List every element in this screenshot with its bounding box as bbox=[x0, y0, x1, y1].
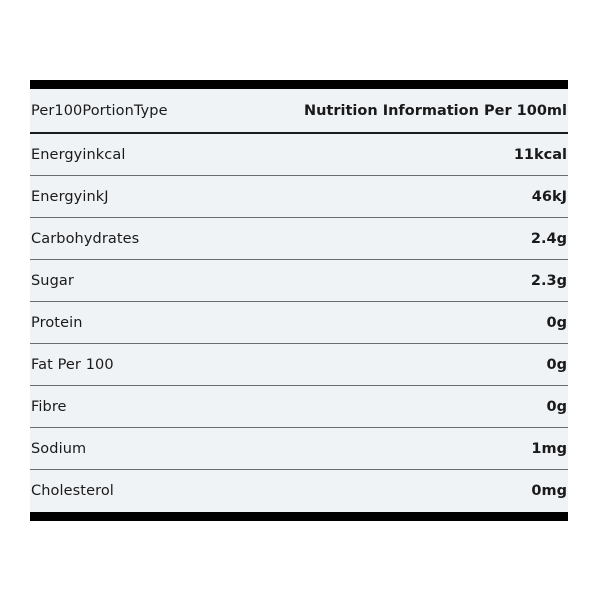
nutrient-value: 2.4g bbox=[530, 230, 567, 247]
nutrient-label: Sugar bbox=[31, 272, 74, 289]
nutrition-table: Per100PortionType Nutrition Information … bbox=[30, 80, 568, 521]
table-row: Fibre 0g bbox=[30, 386, 568, 428]
nutrient-value: 0g bbox=[546, 356, 567, 373]
nutrient-value: 1mg bbox=[531, 440, 567, 457]
top-border bbox=[30, 80, 568, 89]
table-row: Cholesterol 0mg bbox=[30, 470, 568, 512]
table-row: Carbohydrates 2.4g bbox=[30, 218, 568, 260]
nutrient-label: Energyinkcal bbox=[31, 146, 126, 163]
nutrient-label: Cholesterol bbox=[31, 483, 114, 499]
table-row: Protein 0g bbox=[30, 302, 568, 344]
table-row: Sodium 1mg bbox=[30, 428, 568, 470]
table-row: Sugar 2.3g bbox=[30, 260, 568, 302]
nutrient-value: 46kJ bbox=[531, 188, 567, 205]
header-label: Per100PortionType bbox=[31, 102, 168, 119]
table-header: Per100PortionType Nutrition Information … bbox=[30, 89, 568, 134]
table-row: Fat Per 100 0g bbox=[30, 344, 568, 386]
nutrient-label: Sodium bbox=[31, 440, 87, 457]
nutrient-label: Carbohydrates bbox=[31, 230, 140, 247]
header-value: Nutrition Information Per 100ml bbox=[303, 102, 567, 119]
nutrient-label: Fat Per 100 bbox=[31, 356, 114, 373]
nutrient-value: 2.3g bbox=[530, 272, 567, 289]
table-row: EnergyinkJ 46kJ bbox=[30, 176, 568, 218]
bottom-border bbox=[30, 512, 568, 521]
table-row: Energyinkcal 11kcal bbox=[30, 134, 568, 176]
nutrient-value: 0g bbox=[546, 314, 567, 331]
nutrient-label: Fibre bbox=[31, 398, 67, 415]
nutrient-value: 0g bbox=[546, 398, 567, 415]
nutrient-value: 11kcal bbox=[513, 146, 567, 163]
nutrient-value: 0mg bbox=[531, 483, 567, 499]
nutrient-label: EnergyinkJ bbox=[31, 188, 109, 205]
nutrient-label: Protein bbox=[31, 314, 83, 331]
